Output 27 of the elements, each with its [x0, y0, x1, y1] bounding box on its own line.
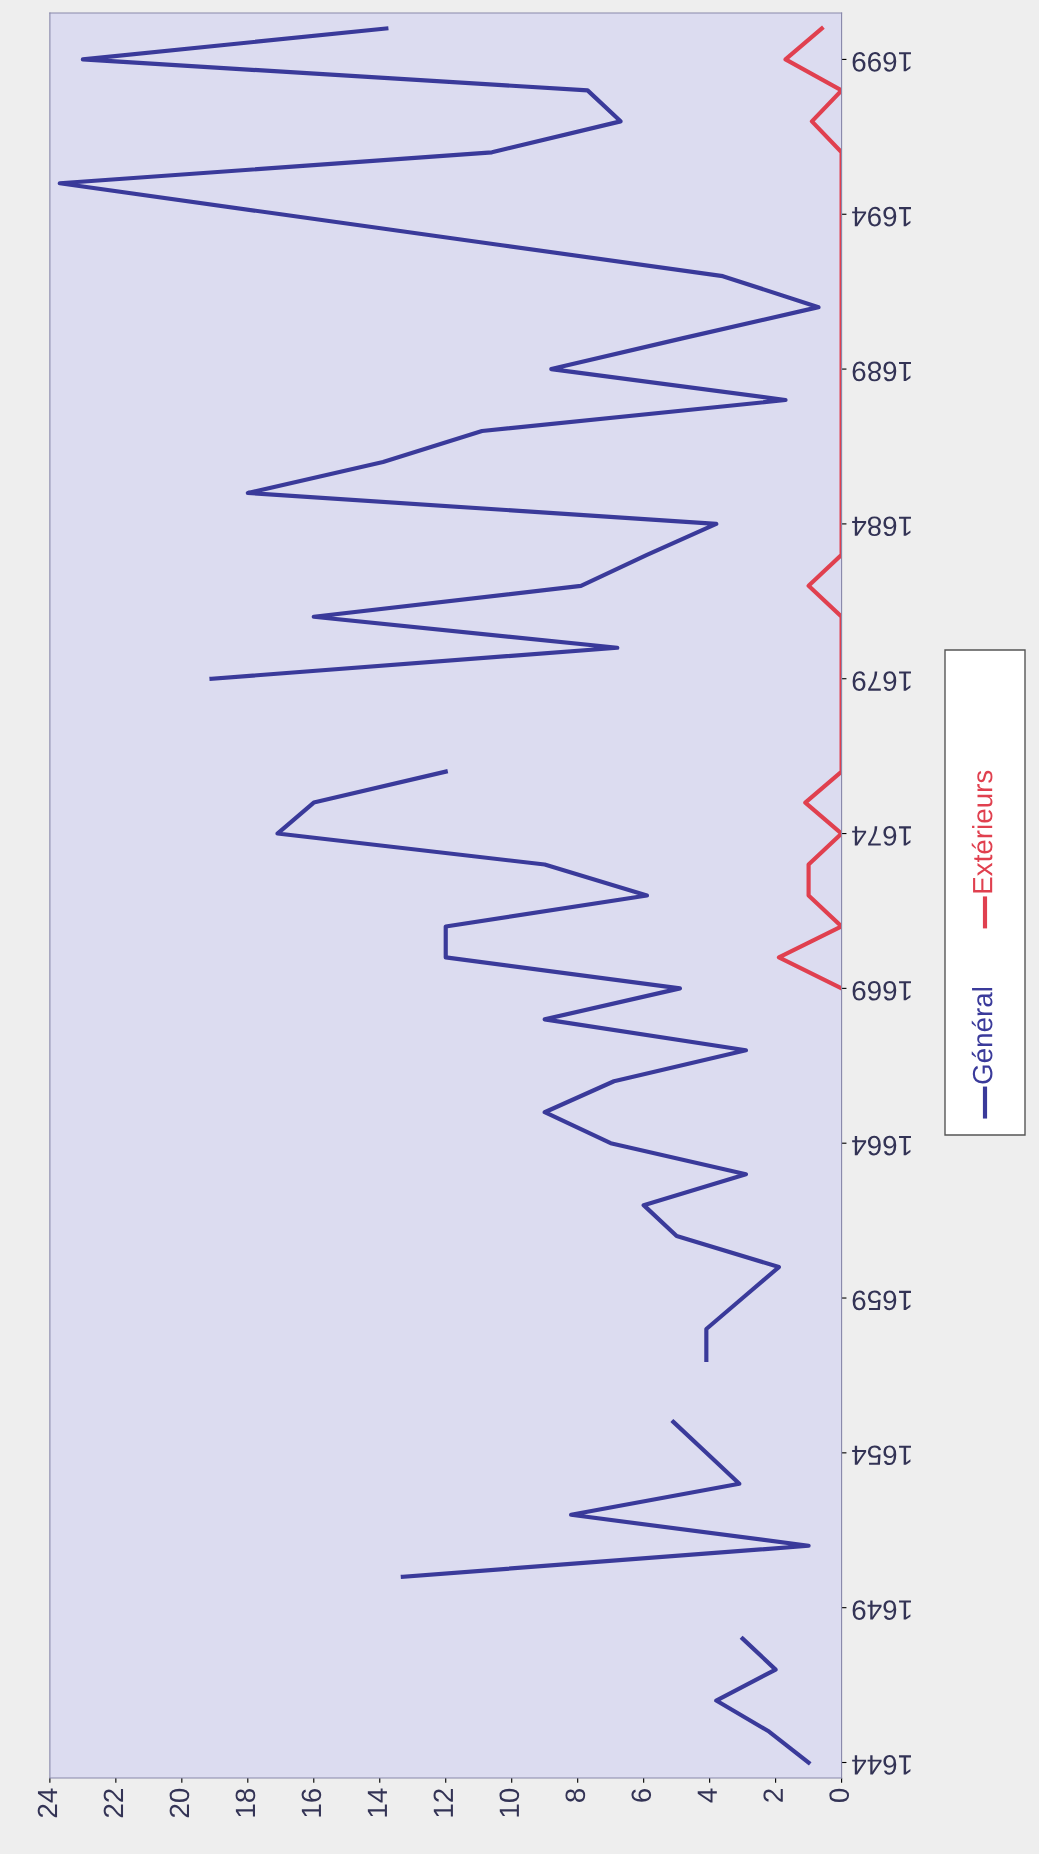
x-tick-label: 4 — [697, 1788, 717, 1803]
y-tick-label: 1654 — [852, 1445, 911, 1466]
y-tick-label: 1684 — [852, 516, 911, 537]
x-tick-label: 2 — [763, 1789, 783, 1802]
y-tick-label: 1644 — [852, 1755, 911, 1775]
x-tick-label: 10 — [499, 1788, 520, 1817]
y-tick-label: 1674 — [852, 826, 911, 846]
y-tick-label: 1679 — [852, 671, 911, 691]
x-tick-label: 16 — [301, 1788, 322, 1817]
x-tick-label: 22 — [103, 1789, 124, 1818]
y-tick-label: 1689 — [852, 361, 911, 382]
y-tick-label: 1659 — [852, 1290, 911, 1311]
x-tick-label: 18 — [235, 1788, 256, 1817]
y-tick-label: 1664 — [852, 1135, 911, 1156]
y-tick-label: 1649 — [852, 1600, 911, 1620]
y-tick-label: 1699 — [852, 51, 911, 72]
y-tick-label: 1669 — [852, 980, 911, 1001]
x-tick-label: 8 — [565, 1788, 586, 1802]
x-tick-label: 24 — [37, 1788, 58, 1818]
text: Extérieurs — [971, 770, 993, 893]
x-tick-label: 14 — [367, 1788, 387, 1817]
text: Général — [971, 987, 993, 1084]
y-tick-label: 1694 — [852, 206, 911, 227]
x-tick-label: 20 — [169, 1788, 190, 1818]
x-tick-label: 0 — [829, 1788, 850, 1803]
x-tick-label: 6 — [631, 1788, 652, 1802]
x-tick-label: 12 — [433, 1789, 453, 1817]
